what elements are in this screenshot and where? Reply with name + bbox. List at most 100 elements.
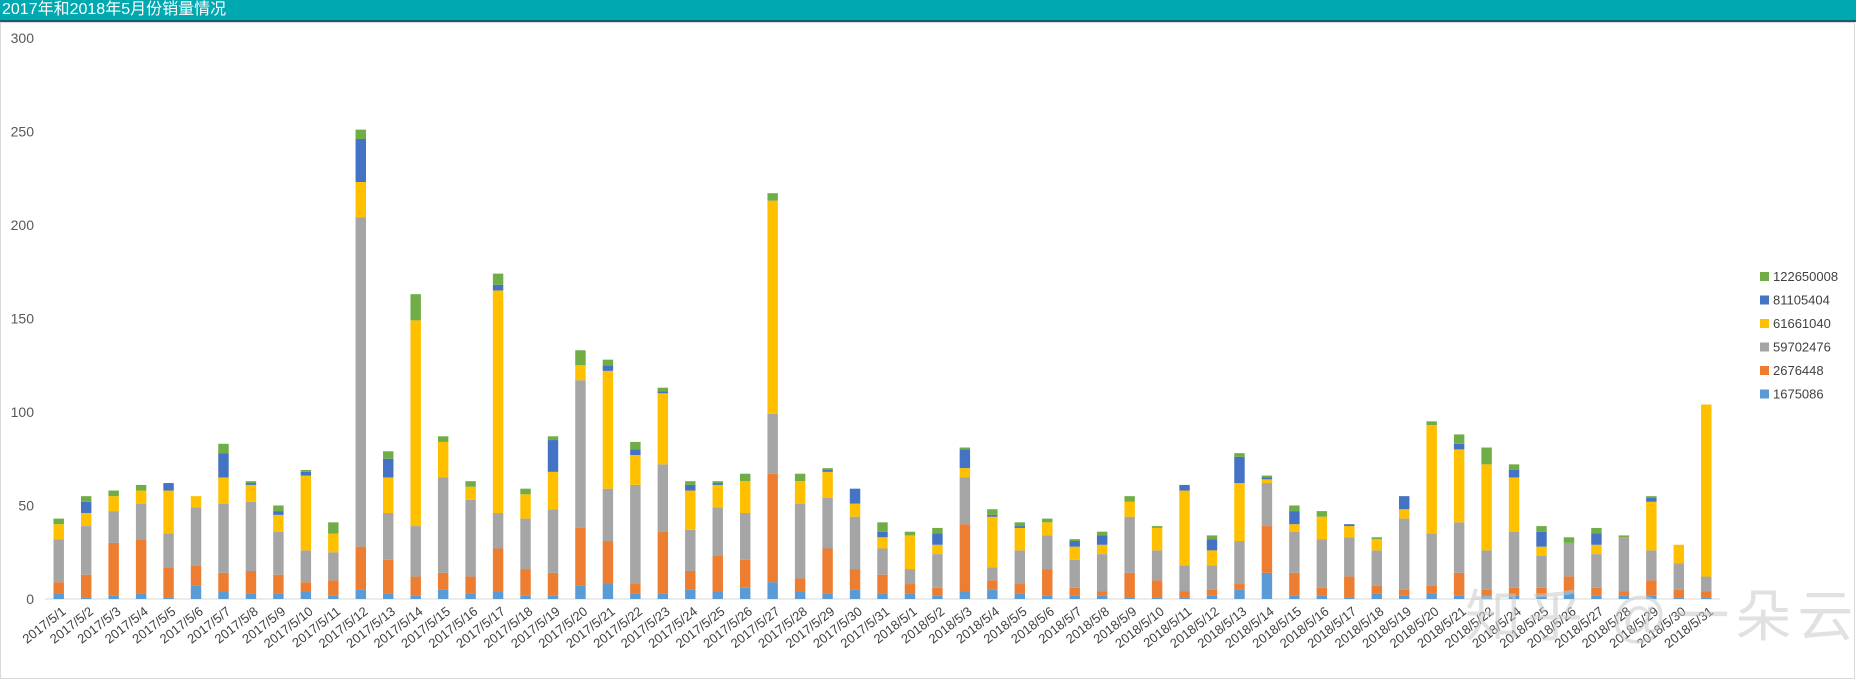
bar-segment-54-4 <box>1536 531 1547 547</box>
bar-segment-34-4 <box>987 514 998 517</box>
bar-segment-16-3 <box>492 290 504 513</box>
bar-segment-48-1 <box>1371 585 1382 594</box>
bar-segment-14-0 <box>437 589 449 599</box>
y-tick-label-3: 150 <box>11 311 35 327</box>
bar-segment-58-0 <box>1646 595 1657 599</box>
bar-segment-54-5 <box>1536 526 1547 532</box>
bar-segment-38-5 <box>1096 531 1108 536</box>
y-tick-label-1: 50 <box>18 498 34 514</box>
bar-segment-39-1 <box>1124 572 1135 598</box>
bar-segment-49-4 <box>1399 496 1410 510</box>
bar-segment-56-1 <box>1591 587 1602 596</box>
legend-swatch-3 <box>1760 342 1769 352</box>
bar-segment-7-0 <box>245 593 257 599</box>
bar-segment-60-0 <box>1701 597 1712 599</box>
bar-segment-60-3 <box>1701 404 1712 577</box>
bar-segment-18-1 <box>547 572 559 596</box>
bar-segment-2-0 <box>108 595 119 599</box>
bar-segment-17-5 <box>520 488 531 495</box>
bar-segment-41-4 <box>1179 484 1190 491</box>
y-tick-label-5: 250 <box>11 124 35 140</box>
bar-segment-6-5 <box>218 443 229 454</box>
bar-segment-35-2 <box>1014 550 1026 585</box>
bar-segment-57-0 <box>1618 595 1630 599</box>
bar-segment-8-3 <box>273 514 284 532</box>
bar-segment-24-3 <box>712 484 723 508</box>
bar-segment-19-1 <box>575 527 586 586</box>
bar-segment-1-4 <box>80 501 92 513</box>
bar-segment-7-3 <box>245 484 257 502</box>
bar-segment-2-5 <box>108 490 119 497</box>
bar-segment-37-3 <box>1069 546 1080 560</box>
bar-segment-52-3 <box>1481 464 1492 551</box>
bar-segment-8-4 <box>273 511 284 515</box>
bar-segment-59-1 <box>1673 589 1685 598</box>
bar-segment-23-1 <box>685 570 696 590</box>
bar-segment-40-5 <box>1151 526 1163 528</box>
bar-segment-30-5 <box>877 522 888 532</box>
bar-segment-8-2 <box>273 531 284 575</box>
bar-segment-24-1 <box>712 555 723 592</box>
bar-segment-30-0 <box>877 593 888 599</box>
bar-segment-45-4 <box>1289 511 1300 525</box>
bar-segment-36-1 <box>1042 569 1053 596</box>
bar-segment-6-4 <box>218 453 229 478</box>
legend-label-2: 61661040 <box>1773 316 1831 331</box>
bar-segment-32-4 <box>932 533 943 545</box>
bar-segment-15-5 <box>465 481 476 487</box>
bar-segment-58-2 <box>1646 550 1657 581</box>
bar-segment-46-3 <box>1316 516 1328 540</box>
bar-segment-45-1 <box>1289 572 1300 596</box>
bar-segment-11-5 <box>355 129 366 139</box>
bar-segment-30-1 <box>877 574 888 594</box>
bar-segment-33-2 <box>959 477 971 525</box>
bar-segment-2-2 <box>108 511 119 543</box>
bar-segment-58-1 <box>1646 580 1657 596</box>
bar-segment-57-5 <box>1618 535 1630 538</box>
watermark: 知乎 @一朵云 <box>1465 585 1856 648</box>
bar-segment-28-5 <box>822 468 833 470</box>
bar-segment-56-4 <box>1591 533 1602 545</box>
bar-segment-17-3 <box>520 494 531 519</box>
legend-swatch-4 <box>1760 366 1769 375</box>
y-tick-label-6: 300 <box>11 30 35 46</box>
bar-segment-20-5 <box>602 359 614 366</box>
bar-segment-0-1 <box>53 582 64 594</box>
bar-segment-18-0 <box>547 595 559 599</box>
bar-segment-8-1 <box>273 574 284 594</box>
bar-segment-17-2 <box>520 518 531 570</box>
bar-segment-31-2 <box>904 569 916 585</box>
bar-segment-59-0 <box>1673 597 1685 599</box>
chart-title: 2017年和2018年5月份销量情况 <box>2 1 227 18</box>
bar-segment-53-4 <box>1508 469 1520 478</box>
bar-segment-26-1 <box>767 473 778 583</box>
bar-segment-27-5 <box>794 473 806 482</box>
bar-segment-48-0 <box>1371 593 1382 599</box>
bar-segment-39-3 <box>1124 501 1135 517</box>
bar-segment-9-3 <box>300 475 312 551</box>
bar-segment-21-4 <box>630 449 641 456</box>
bar-segment-44-0 <box>1261 572 1273 599</box>
bar-segment-54-2 <box>1536 555 1547 588</box>
bar-segment-49-0 <box>1399 595 1410 599</box>
bar-segment-11-2 <box>355 217 366 547</box>
bar-segment-12-4 <box>383 458 394 478</box>
bar-segment-1-1 <box>80 574 92 598</box>
bar-segment-21-0 <box>630 593 641 599</box>
bar-segment-41-3 <box>1179 490 1190 566</box>
bar-segment-2-1 <box>108 542 119 596</box>
bar-segment-51-0 <box>1453 595 1465 599</box>
bar-segment-17-1 <box>520 569 531 596</box>
bar-segment-47-2 <box>1344 537 1355 577</box>
bar-segment-26-3 <box>767 200 778 414</box>
bar-segment-33-1 <box>959 524 971 592</box>
chart-title-bar: 2017年和2018年5月份销量情况 <box>0 0 1856 22</box>
bar-segment-26-0 <box>767 582 778 599</box>
bar-segment-4-2 <box>163 533 174 568</box>
bar-segment-49-1 <box>1399 589 1410 596</box>
bar-segment-42-3 <box>1206 550 1218 566</box>
bar-segment-42-5 <box>1206 535 1218 540</box>
bar-segment-3-1 <box>135 539 147 594</box>
bar-segment-58-5 <box>1646 496 1657 499</box>
bar-segment-23-2 <box>685 529 696 571</box>
